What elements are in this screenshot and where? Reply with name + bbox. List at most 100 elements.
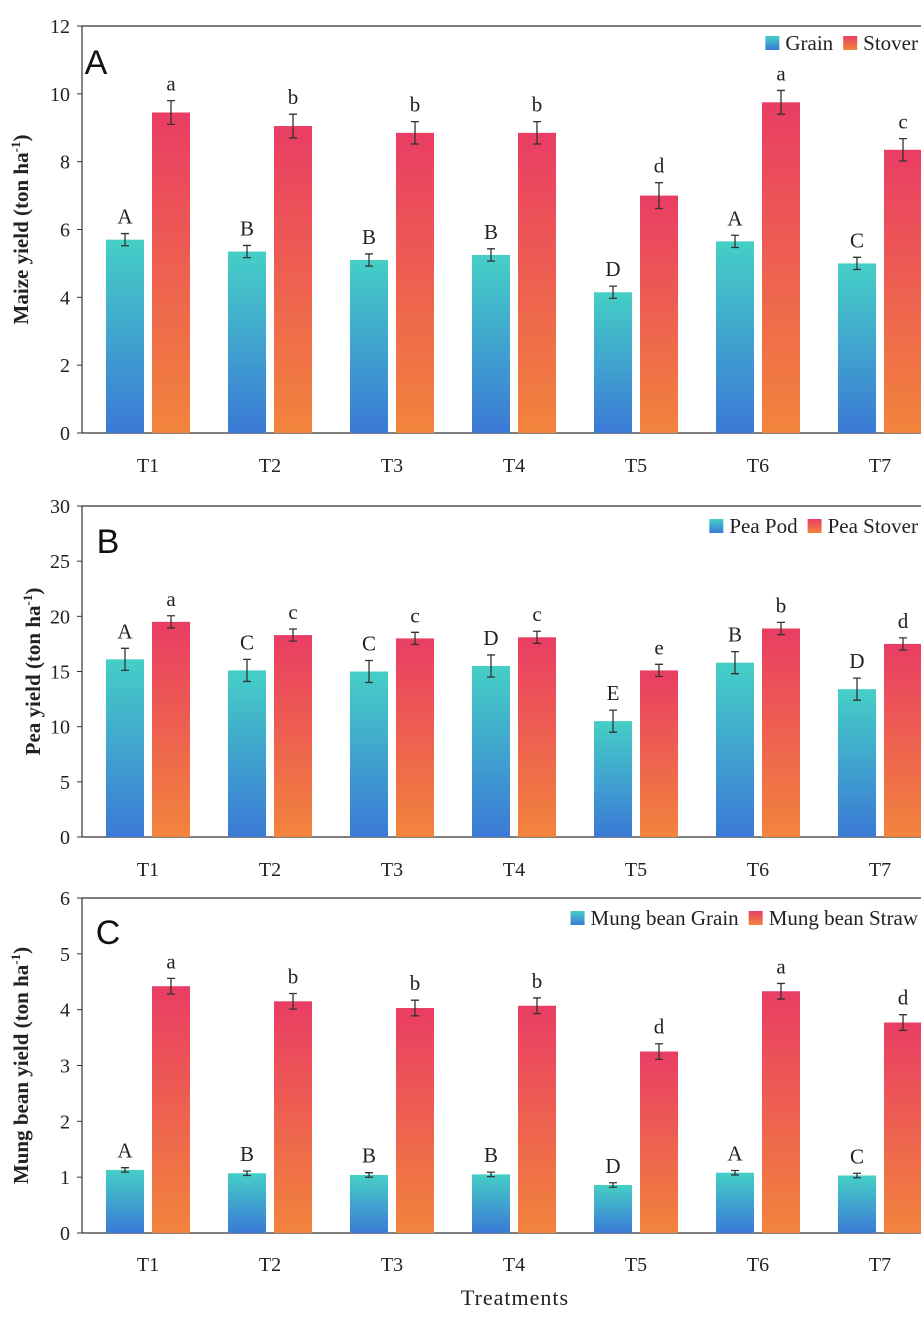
bar-series1-t2 [228, 251, 266, 433]
bar-series2-t7 [884, 149, 921, 433]
error-bar [533, 630, 541, 645]
significance-label: A [117, 1139, 133, 1163]
bar-series2-t6 [762, 102, 800, 433]
significance-label: C [850, 228, 864, 252]
x-tick-label: T7 [869, 455, 891, 477]
significance-label: A [727, 1141, 743, 1165]
x-tick-label: T2 [259, 1254, 281, 1276]
significance-label: B [484, 220, 498, 244]
significance-label: b [410, 971, 421, 995]
legend-label: Pea Pod [729, 514, 798, 538]
x-tick-label: T5 [625, 1254, 647, 1276]
bar-series2-t5 [640, 195, 678, 433]
error-bar [487, 654, 495, 678]
error-bar [487, 1171, 495, 1178]
y-tick-label: 6 [60, 220, 70, 242]
bar-series1-t4 [472, 254, 510, 433]
legend-label: Pea Stover [828, 514, 918, 538]
legend-swatch [807, 519, 822, 533]
significance-label: A [117, 205, 133, 229]
error-bar [167, 977, 175, 995]
significance-label: c [532, 602, 541, 626]
bar-series2-t6 [762, 628, 800, 837]
y-tick-label: 3 [60, 1056, 70, 1078]
bar-series2-t1 [152, 986, 190, 1233]
y-tick-label: 5 [60, 772, 70, 794]
legend-swatch [843, 36, 858, 50]
x-tick-label: T4 [503, 859, 525, 881]
y-tick-label: 0 [60, 827, 70, 849]
bar-series1-t5 [594, 292, 632, 433]
significance-label: B [728, 623, 742, 647]
y-tick-label: 30 [50, 496, 70, 518]
y-tick-label: 10 [50, 717, 70, 739]
bar-series1-t1 [106, 1169, 144, 1233]
error-bar [289, 992, 297, 1010]
bar-series1-t6 [716, 241, 754, 433]
legend: Grain Stover [765, 31, 918, 55]
significance-label: d [654, 154, 665, 178]
bar-series2-t3 [396, 638, 434, 837]
bar-series2-t1 [152, 112, 190, 434]
error-bar [243, 658, 251, 683]
error-bar [853, 256, 861, 271]
legend-swatch [748, 911, 763, 925]
y-tick-label: 10 [50, 84, 70, 106]
bar-series2-t3 [396, 1007, 434, 1233]
bar-series1-t7 [838, 689, 876, 837]
significance-label: C [240, 630, 254, 654]
significance-label: c [898, 110, 907, 134]
bar-series1-t7 [838, 263, 876, 433]
error-bar [243, 244, 251, 259]
bar-series1-t4 [472, 665, 510, 837]
x-tick-label: T5 [625, 455, 647, 477]
x-tick-label: T1 [137, 859, 159, 881]
significance-label: d [898, 609, 909, 633]
panel-letter: C [96, 914, 121, 952]
y-tick-label: 8 [60, 152, 70, 174]
legend: Mung bean Grain Mung bean Straw [570, 906, 919, 930]
x-axis-title: Treatments [461, 1285, 569, 1310]
y-tick-label: 12 [50, 16, 70, 38]
bar-series1-t1 [106, 239, 144, 433]
bar-series1-t2 [228, 1173, 266, 1233]
x-tick-label: T3 [381, 859, 403, 881]
x-tick-label: T1 [137, 455, 159, 477]
significance-label: b [288, 964, 299, 988]
error-bar [609, 709, 617, 733]
legend-label: Mung bean Grain [591, 906, 740, 930]
error-bar [121, 1167, 129, 1173]
legend-label: Stover [863, 31, 918, 55]
y-tick-label: 0 [60, 1223, 70, 1245]
error-bar [167, 615, 175, 629]
legend-label: Grain [785, 31, 833, 55]
y-tick-label: 4 [60, 1000, 70, 1022]
x-tick-label: T6 [747, 455, 769, 477]
chart-panel-a: 0 2 4 6 8 10 12 Maize yield (ton ha-1) A Aa T1 Bb T2… [8, 16, 921, 477]
error-bar [289, 628, 297, 642]
significance-label: c [288, 600, 297, 624]
bar-series2-t7 [884, 643, 921, 837]
bar-series1-t2 [228, 670, 266, 837]
significance-label: B [362, 1144, 376, 1168]
significance-label: d [654, 1015, 665, 1039]
bar-series1-t3 [350, 260, 388, 433]
bar-series2-t2 [274, 126, 312, 433]
significance-label: B [484, 1143, 498, 1167]
error-bar [289, 113, 297, 139]
significance-label: D [605, 1154, 620, 1178]
bar-series1-t3 [350, 1174, 388, 1233]
significance-label: a [776, 954, 786, 978]
significance-label: C [362, 631, 376, 655]
error-bar [899, 637, 907, 651]
error-bar [899, 137, 907, 162]
y-tick-label: 2 [60, 355, 70, 377]
legend: Pea Pod Pea Stover [709, 514, 918, 538]
significance-label: b [410, 93, 421, 117]
bar-series2-t4 [518, 1005, 556, 1233]
significance-label: C [850, 1144, 864, 1168]
error-bar [365, 659, 373, 684]
significance-label: D [605, 257, 620, 281]
significance-label: e [654, 635, 663, 659]
